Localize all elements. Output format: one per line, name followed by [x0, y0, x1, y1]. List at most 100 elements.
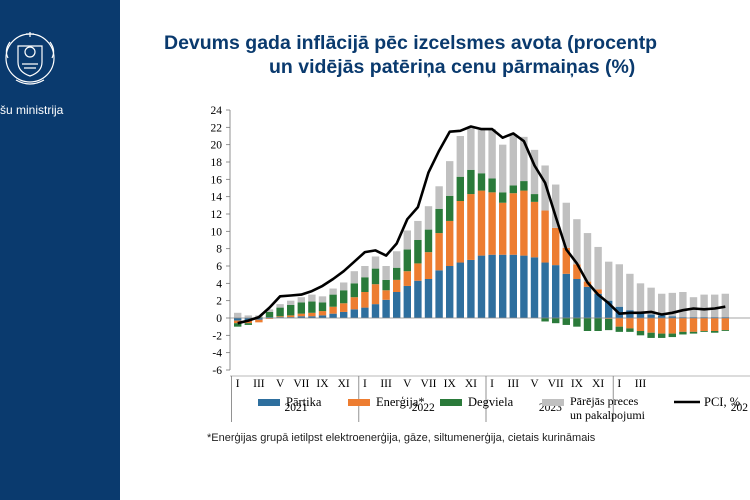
bar-segment — [403, 249, 411, 272]
bar-segment — [265, 309, 274, 312]
bar-segment — [541, 165, 549, 211]
y-tick-label: 0 — [216, 313, 222, 325]
bar-segment — [276, 307, 284, 317]
bar-segment — [583, 233, 592, 282]
bar-segment — [382, 299, 390, 318]
bar-segment — [414, 240, 422, 264]
coat-of-arms-icon — [5, 32, 55, 85]
bar-segment — [361, 307, 369, 318]
bar-segment — [658, 315, 666, 318]
bar-segment — [573, 279, 581, 318]
x-tick-label: I — [236, 378, 240, 390]
bar-segment — [244, 315, 252, 318]
bar-segment — [318, 302, 327, 312]
bar-segment — [340, 290, 348, 304]
x-tick-label: I — [363, 378, 367, 390]
bar-segment — [340, 282, 348, 291]
x-tick-label: VII — [421, 378, 437, 390]
x-tick-label: IX — [316, 378, 329, 390]
y-tick-label: 6 — [216, 261, 222, 273]
bar-segment — [658, 333, 666, 338]
bar-segment — [424, 252, 433, 279]
bar-segment — [276, 304, 284, 308]
bar-segment — [594, 293, 602, 318]
bar-segment — [318, 315, 327, 318]
bar-segment — [499, 254, 507, 318]
x-tick-label: XI — [465, 378, 477, 390]
year-label: 202 — [731, 402, 749, 414]
bar-segment — [297, 313, 305, 317]
bar-segment — [721, 318, 729, 331]
bar-segment — [711, 318, 719, 331]
bar-segment — [605, 300, 613, 318]
bar-segment — [509, 254, 517, 318]
y-tick-label: 14 — [211, 192, 223, 204]
bar-segment — [509, 134, 517, 186]
x-tick-label: VII — [548, 378, 564, 390]
bar-segment — [393, 251, 401, 268]
bar-segment — [234, 318, 242, 321]
bar-segment — [488, 192, 496, 255]
bar-segment — [562, 202, 570, 248]
bar-segment — [509, 185, 517, 194]
bar-segment — [689, 331, 698, 334]
bar-segment — [350, 309, 358, 318]
bar-segment — [393, 267, 401, 280]
bar-segment — [350, 297, 358, 310]
bar-segment — [711, 294, 719, 318]
bar-segment — [679, 318, 687, 332]
bar-segment — [276, 317, 284, 318]
bar-segment — [530, 194, 539, 202]
bar-segment — [658, 318, 666, 334]
bar-segment — [477, 190, 486, 256]
bar-segment — [488, 254, 496, 318]
bar-segment — [615, 326, 623, 332]
bar-segment — [414, 280, 422, 318]
bar-segment — [700, 294, 708, 318]
bar-segment — [424, 206, 433, 230]
bar-segment — [297, 316, 305, 318]
y-tick-label: -6 — [212, 365, 222, 377]
bar-segment — [573, 318, 581, 327]
bar-segment — [721, 293, 729, 318]
bar-segment — [329, 313, 337, 318]
bar-segment — [308, 316, 316, 318]
bar-segment — [647, 314, 655, 318]
bar-segment — [477, 173, 486, 191]
bar-segment — [446, 220, 454, 266]
bar-segment — [265, 318, 274, 319]
bar-segment — [329, 288, 337, 295]
bar-segment — [287, 317, 295, 318]
bar-segment — [308, 312, 316, 317]
y-tick-label: 4 — [216, 278, 222, 290]
bar-segment — [361, 277, 369, 292]
bar-segment — [467, 194, 475, 260]
bar-segment — [276, 316, 284, 318]
bar-segment — [456, 176, 464, 201]
bar-segment — [605, 318, 613, 319]
bar-segment — [520, 190, 528, 256]
bar-segment — [435, 233, 443, 271]
bar-segment — [594, 289, 602, 294]
bar-segment — [424, 279, 433, 318]
x-tick-label: IX — [571, 378, 584, 390]
bar-segment — [626, 328, 634, 332]
bar-segment — [255, 319, 263, 323]
bar-segment — [340, 311, 348, 318]
bar-segment — [552, 184, 560, 228]
x-tick-label: XI — [338, 378, 350, 390]
bar-segment — [689, 317, 698, 318]
page-title: Devums gada inflācijā pēc izcelsmes avot… — [164, 31, 750, 79]
bar-segment — [658, 293, 666, 316]
bar-segment — [477, 255, 486, 318]
bar-segment — [287, 300, 295, 305]
x-tick-label: V — [403, 378, 412, 390]
bar-segment — [530, 149, 539, 195]
title-line-1: Devums gada inflācijā pēc izcelsmes avot… — [164, 32, 658, 54]
sidebar: šu ministrija — [0, 0, 120, 500]
bar-segment — [456, 262, 464, 318]
bar-segment — [234, 323, 242, 327]
bar-segment — [477, 129, 486, 174]
bar-segment — [636, 331, 645, 336]
bar-segment — [573, 219, 581, 265]
